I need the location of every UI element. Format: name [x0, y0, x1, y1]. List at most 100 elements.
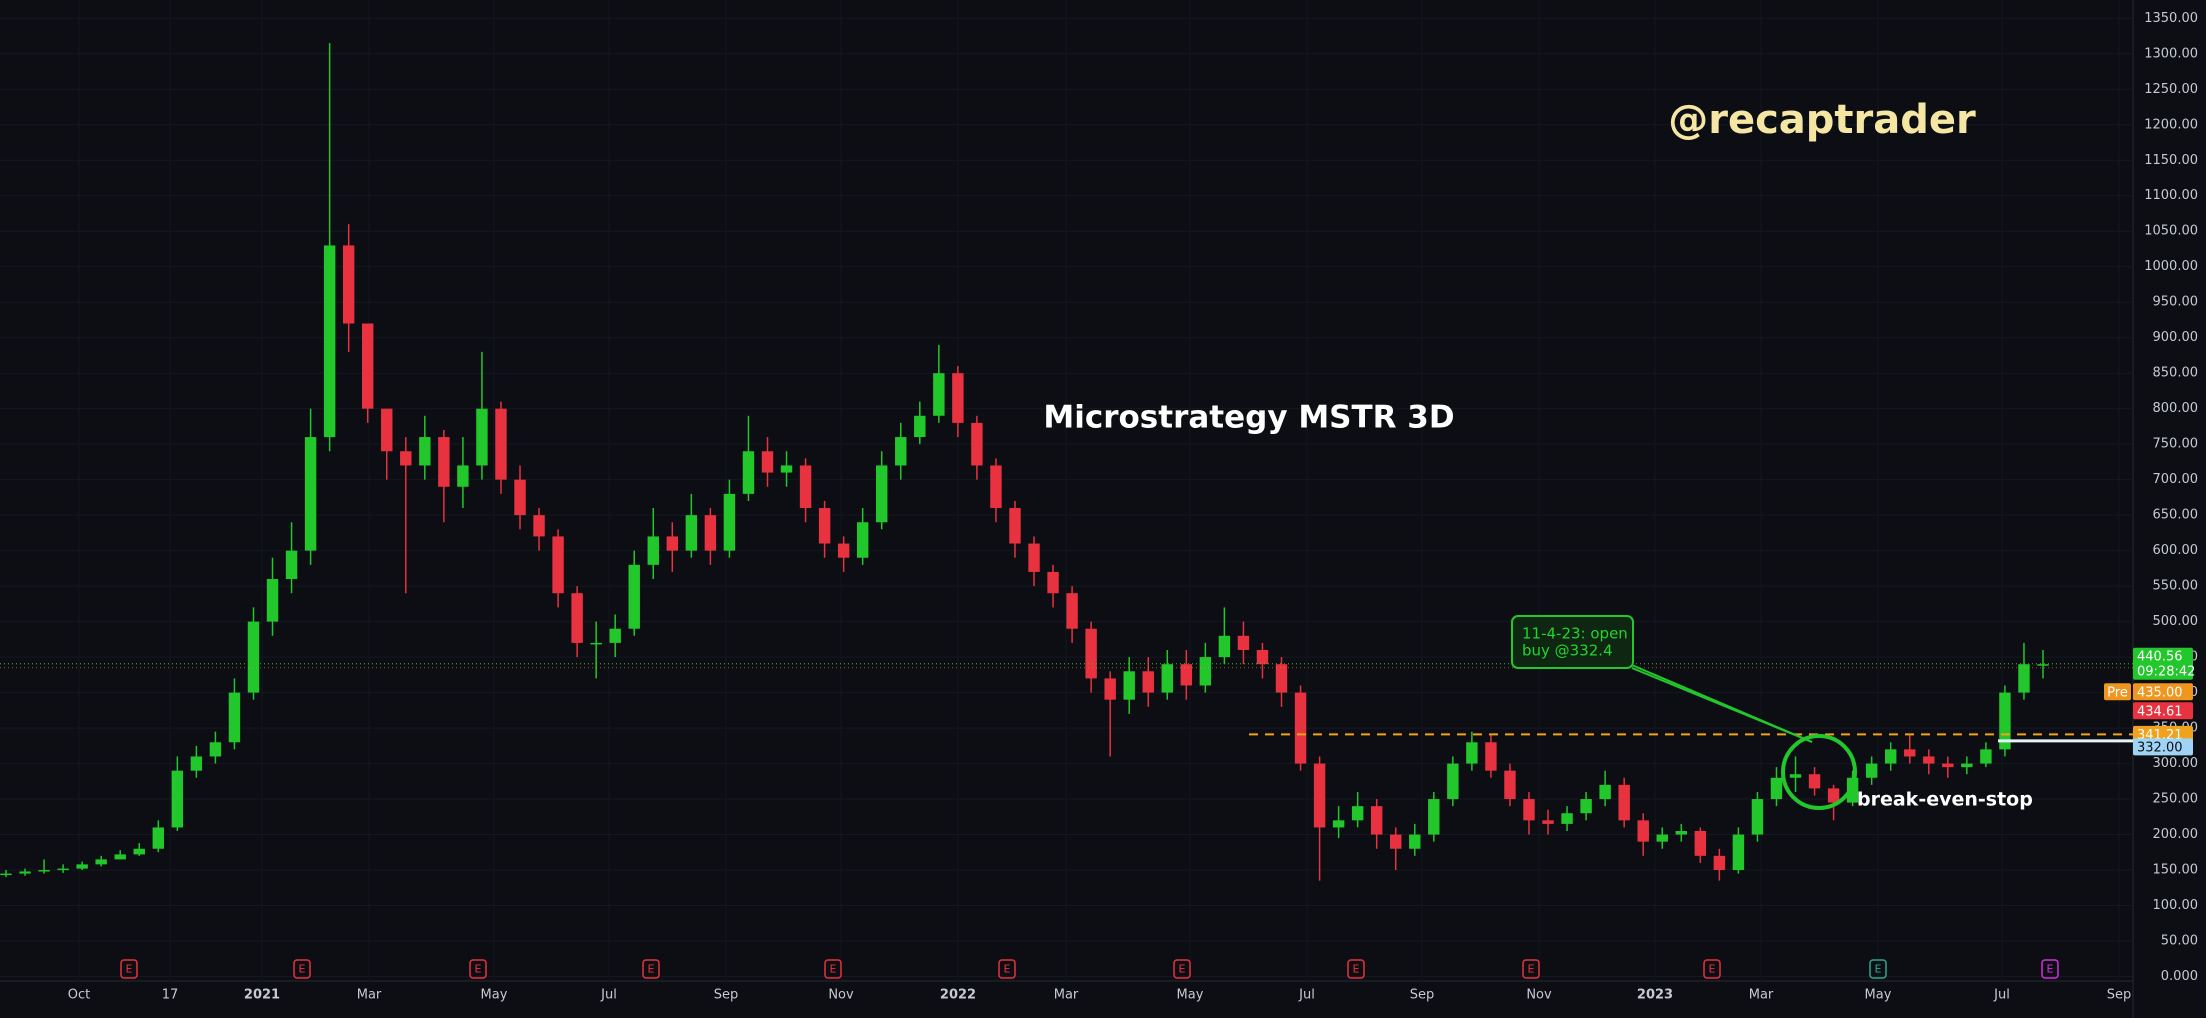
candle-body	[742, 451, 755, 494]
earnings-marker[interactable]	[1869, 959, 1887, 979]
candle-body	[152, 827, 165, 849]
callout-box	[1511, 615, 1634, 669]
earnings-marker[interactable]	[293, 959, 311, 979]
candle-body	[171, 770, 184, 828]
candle-body	[818, 508, 831, 544]
x-tick-label: Jul	[1298, 988, 1315, 1003]
candle-body	[0, 873, 12, 876]
candle-body	[1313, 763, 1326, 828]
candle-body	[114, 854, 126, 860]
candle-body	[228, 692, 241, 743]
highlight-circle	[1781, 734, 1857, 810]
candle-body	[1999, 692, 2011, 750]
y-tick-label: 600.00	[2153, 543, 2199, 558]
candle-body	[799, 465, 812, 509]
price-tag	[2133, 702, 2193, 720]
candle-body	[190, 756, 203, 771]
candle-body	[495, 408, 507, 480]
candle-body	[457, 465, 469, 487]
candle-body	[552, 536, 564, 594]
x-tick-label: Sep	[714, 988, 739, 1003]
candle-body	[95, 859, 107, 865]
earnings-marker[interactable]	[120, 959, 138, 979]
candle-body	[2037, 664, 2049, 666]
candle-body	[761, 451, 774, 473]
candle-body	[285, 550, 298, 580]
y-tick-label: 1300.00	[2144, 46, 2198, 61]
candle-body	[685, 515, 698, 551]
candle-body	[1580, 799, 1592, 814]
candle-body	[1504, 770, 1516, 800]
price-tag-prefix-box	[2104, 683, 2131, 701]
callout-text: 11-4-23: open	[1522, 625, 1628, 643]
candle-body	[1275, 664, 1288, 693]
earnings-label: E	[299, 963, 306, 976]
y-tick-label: 150.00	[2153, 863, 2199, 878]
earnings-marker[interactable]	[998, 959, 1016, 979]
candle-body	[1294, 692, 1307, 764]
earnings-marker[interactable]	[469, 959, 487, 979]
x-tick-label: Mar	[357, 988, 382, 1003]
earnings-marker[interactable]	[1173, 959, 1191, 979]
price-tag-label: 435.00	[2137, 685, 2183, 700]
x-tick-label: 2023	[1637, 988, 1673, 1003]
y-tick-label: 750.00	[2153, 437, 2199, 452]
candle-body	[1180, 664, 1193, 686]
candle-body	[57, 868, 69, 871]
price-tag-countdown: 09:28:42	[2137, 664, 2195, 679]
candle-body	[1808, 774, 1821, 789]
earnings-label: E	[1004, 963, 1011, 976]
candle-body	[1656, 834, 1668, 842]
candle-body	[38, 870, 50, 872]
earnings-marker[interactable]	[824, 959, 842, 979]
x-tick-label: 2022	[940, 988, 976, 1003]
candle-body	[1694, 830, 1707, 856]
candle-body	[476, 408, 488, 466]
candle-body	[1370, 806, 1383, 835]
earnings-marker[interactable]	[2041, 959, 2059, 979]
earnings-marker[interactable]	[1522, 959, 1540, 979]
candle-body	[1085, 628, 1097, 679]
candle-body	[609, 628, 621, 643]
earnings-marker[interactable]	[642, 959, 660, 979]
chart-title: Microstrategy MSTR 3D	[1043, 400, 1454, 436]
candle-body	[590, 642, 602, 645]
y-tick-label: 1100.00	[2144, 188, 2198, 203]
earnings-marker[interactable]	[1703, 959, 1721, 979]
price-tag-prefix: Pre	[2107, 685, 2128, 700]
candle-body	[1980, 749, 1992, 764]
candle-body	[1923, 756, 1935, 764]
candle-body	[856, 522, 869, 558]
candle-body	[1770, 777, 1783, 800]
candle-body	[133, 848, 145, 855]
earnings-label: E	[1875, 963, 1882, 976]
candle-body	[1199, 657, 1212, 686]
candle-body	[1237, 635, 1250, 651]
y-tick-label: 100.00	[2153, 898, 2199, 913]
y-tick-label: 50.00	[2161, 934, 2198, 949]
candle-body	[419, 437, 431, 466]
price-tag	[2133, 683, 2193, 701]
stop-label: break-even-stop	[1857, 789, 2033, 811]
price-tag-label: 332.00	[2137, 740, 2183, 755]
candle-body	[1827, 788, 1840, 803]
candle-body	[1637, 820, 1649, 842]
candle-body	[1047, 571, 1059, 594]
x-tick-label: Jul	[1993, 988, 2010, 1003]
y-tick-label: 1250.00	[2144, 82, 2198, 97]
candle-body	[1009, 508, 1021, 544]
candle-body	[1218, 635, 1231, 658]
candle-body	[438, 437, 450, 487]
x-tick-label: Nov	[1526, 988, 1552, 1003]
candle-body	[1028, 543, 1040, 572]
x-tick-label: May	[1865, 988, 1892, 1003]
candles-layer	[0, 43, 2049, 881]
candle-body	[1447, 763, 1459, 800]
earnings-label: E	[475, 963, 482, 976]
earnings-marker[interactable]	[1347, 959, 1365, 979]
candle-body	[895, 437, 907, 466]
x-tick-label: 2021	[244, 988, 280, 1003]
callout-pointer	[1631, 667, 1813, 743]
candle-body	[514, 479, 526, 516]
